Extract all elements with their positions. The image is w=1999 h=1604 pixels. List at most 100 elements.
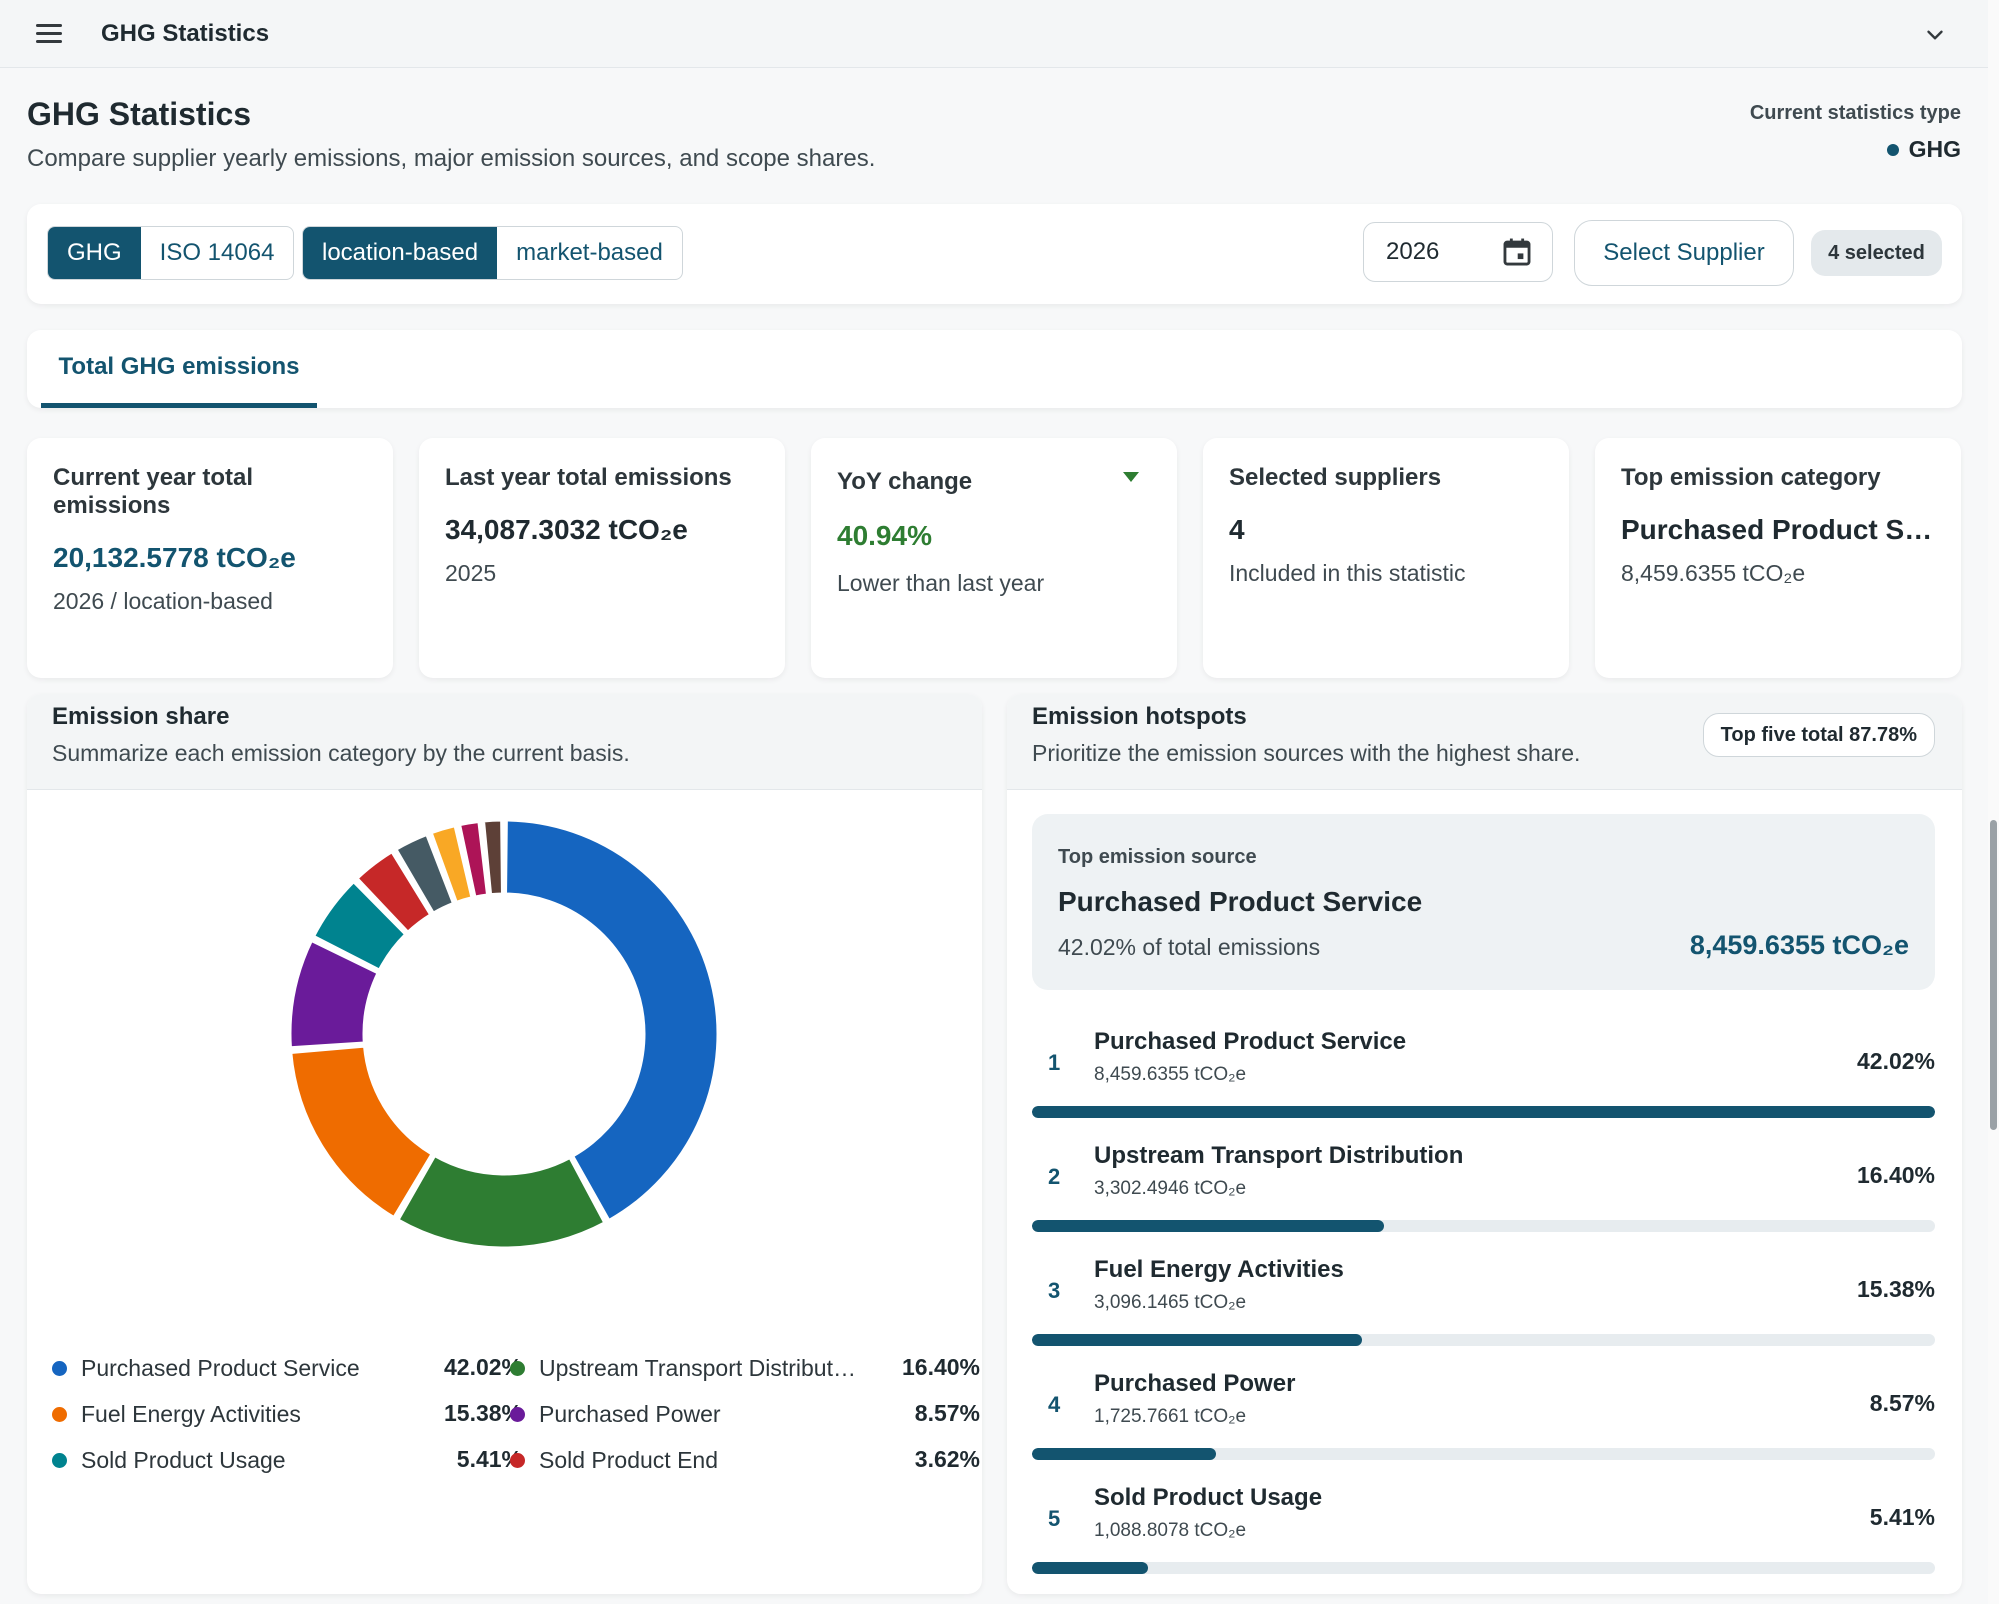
hotspot-name: Purchased Product Service bbox=[1094, 1028, 1407, 1055]
donut-chart bbox=[288, 818, 720, 1250]
page-subtitle: Compare supplier yearly emissions, major… bbox=[27, 145, 876, 172]
top-source-percent: 42.02% of total emissions bbox=[1058, 934, 1321, 960]
chevron-down-icon[interactable] bbox=[1922, 22, 1948, 48]
panel-header: Emission hotspots Prioritize the emissio… bbox=[1007, 694, 1962, 790]
legend-label: Sold Product End bbox=[539, 1446, 719, 1473]
legend-percent: 5.41% bbox=[456, 1446, 522, 1472]
legend-label: Purchased Product Service bbox=[81, 1354, 360, 1381]
hotspot-bar-fill bbox=[1032, 1106, 1935, 1118]
kpi-yoy-change: YoY change 40.94% Lower than last year bbox=[811, 438, 1177, 678]
donut-slice-1[interactable] bbox=[396, 1154, 607, 1250]
hotspot-bar-fill bbox=[1032, 1562, 1149, 1574]
status-dot-icon bbox=[1886, 143, 1899, 156]
scrollbar-thumb[interactable] bbox=[1990, 820, 1997, 1130]
legend-item: Sold Product End bbox=[510, 1440, 859, 1480]
hotspot-bar-fill bbox=[1032, 1448, 1217, 1460]
legend-percent: 15.38% bbox=[443, 1400, 522, 1426]
kpi-label: Selected suppliers bbox=[1229, 464, 1442, 491]
kpi-sub: 8,459.6355 tCO₂e bbox=[1621, 560, 1806, 586]
legend-dot-icon bbox=[510, 1360, 525, 1376]
hotspot-bar bbox=[1032, 1448, 1935, 1460]
hotspot-name: Upstream Transport Distribution bbox=[1094, 1142, 1464, 1169]
hotspot-bar-fill bbox=[1032, 1220, 1385, 1232]
legend-dot-icon bbox=[52, 1406, 67, 1422]
legend-label: Upstream Transport Distribution bbox=[539, 1354, 859, 1381]
top-bar: GHG Statistics bbox=[0, 0, 1999, 68]
kpi-selected-suppliers: Selected suppliers 4 Included in this st… bbox=[1203, 438, 1569, 678]
kpi-label: Last year total emissions bbox=[445, 464, 732, 491]
trend-down-icon bbox=[1123, 472, 1139, 482]
year-value: 2026 bbox=[1386, 238, 1440, 265]
stat-type-label: Current statistics type bbox=[1749, 102, 1961, 124]
top-five-badge: Top five total 87.78% bbox=[1702, 713, 1935, 757]
hotspot-name: Sold Product Usage bbox=[1094, 1484, 1323, 1511]
top-source-value: 8,459.6355 tCO₂e bbox=[1689, 930, 1909, 960]
calendar-icon[interactable] bbox=[1500, 235, 1534, 269]
page-title: GHG Statistics bbox=[27, 96, 252, 132]
legend-label: Fuel Energy Activities bbox=[81, 1400, 301, 1427]
kpi-sub: Included in this statistic bbox=[1229, 560, 1466, 586]
kpi-sub: 2025 bbox=[445, 560, 497, 586]
panel-header: Emission share Summarize each emission c… bbox=[27, 694, 982, 790]
legend-item: Purchased Power bbox=[510, 1394, 859, 1434]
hotspot-name: Fuel Energy Activities bbox=[1094, 1256, 1344, 1283]
top-source-label: Top emission source bbox=[1058, 846, 1257, 868]
legend-dot-icon bbox=[510, 1452, 525, 1468]
selected-count-badge: 4 selected bbox=[1811, 230, 1942, 276]
hotspot-row[interactable]: 2 Upstream Transport Distribution 3,302.… bbox=[1032, 1134, 1935, 1244]
hotspot-row[interactable]: 4 Purchased Power 1,725.7661 tCO₂e 8.57% bbox=[1032, 1362, 1935, 1472]
kpi-value: 4 bbox=[1229, 514, 1245, 545]
hotspot-row[interactable]: 3 Fuel Energy Activities 3,096.1465 tCO₂… bbox=[1032, 1248, 1935, 1358]
kpi-sub: 2026 / location-based bbox=[53, 588, 273, 614]
hotspot-rank: 5 bbox=[1048, 1506, 1061, 1531]
basis-option-market[interactable]: market-based bbox=[516, 239, 663, 266]
legend-dot-icon bbox=[52, 1360, 67, 1376]
legend-item: Upstream Transport Distribution bbox=[510, 1348, 859, 1388]
hotspot-amount: 8,459.6355 tCO₂e bbox=[1094, 1064, 1247, 1085]
legend-dot-icon bbox=[510, 1406, 525, 1422]
panel-subtitle: Prioritize the emission sources with the… bbox=[1032, 740, 1581, 766]
standard-option-iso[interactable]: ISO 14064 bbox=[159, 239, 275, 266]
hotspot-bar bbox=[1032, 1334, 1935, 1346]
donut-slice-7[interactable] bbox=[429, 824, 474, 904]
standard-option-ghg[interactable]: GHG bbox=[48, 227, 141, 279]
donut-slice-8[interactable] bbox=[458, 819, 490, 899]
kpi-value: 20,132.5778 tCO₂e bbox=[53, 542, 296, 573]
tab-total-ghg-emissions[interactable]: Total GHG emissions bbox=[41, 330, 317, 408]
hotspot-rank: 1 bbox=[1048, 1050, 1061, 1075]
donut-slice-3[interactable] bbox=[288, 939, 380, 1050]
hotspot-row[interactable]: 1 Purchased Product Service 8,459.6355 t… bbox=[1032, 1020, 1935, 1130]
panel-title: Emission share bbox=[52, 703, 230, 730]
donut-slice-5[interactable] bbox=[355, 850, 433, 934]
filter-card: GHG ISO 14064 location-based market-base… bbox=[27, 204, 1962, 304]
hotspot-percent: 42.02% bbox=[1856, 1048, 1935, 1074]
hotspot-name: Purchased Power bbox=[1094, 1370, 1296, 1397]
stat-type-text: GHG bbox=[1908, 136, 1961, 162]
kpi-current-year: Current year total emissions 20,132.5778… bbox=[27, 438, 393, 678]
hotspot-row[interactable]: 5 Sold Product Usage 1,088.8078 tCO₂e 5.… bbox=[1032, 1476, 1935, 1586]
hotspot-rank: 3 bbox=[1048, 1278, 1061, 1303]
hotspot-percent: 8.57% bbox=[1869, 1390, 1935, 1416]
hotspot-amount: 3,096.1465 tCO₂e bbox=[1094, 1292, 1247, 1313]
donut-slice-4[interactable] bbox=[312, 880, 408, 972]
kpi-sub: Lower than last year bbox=[837, 570, 1045, 596]
basis-option-location[interactable]: location-based bbox=[303, 227, 498, 279]
menu-icon[interactable] bbox=[36, 24, 62, 44]
kpi-label: YoY change bbox=[837, 468, 973, 495]
standard-toggle: GHG ISO 14064 bbox=[47, 226, 295, 280]
hotspot-amount: 1,725.7661 tCO₂e bbox=[1094, 1406, 1247, 1427]
donut-slice-6[interactable] bbox=[394, 832, 455, 915]
panel-subtitle: Summarize each emission category by the … bbox=[52, 740, 630, 766]
hotspot-percent: 5.41% bbox=[1869, 1504, 1935, 1530]
scrollbar[interactable] bbox=[1988, 0, 1999, 1604]
donut-slice-9[interactable] bbox=[482, 818, 504, 897]
year-picker[interactable]: 2026 bbox=[1363, 222, 1553, 282]
legend-label: Sold Product Usage bbox=[81, 1446, 286, 1473]
kpi-last-year: Last year total emissions 34,087.3032 tC… bbox=[419, 438, 785, 678]
select-supplier-button[interactable]: Select Supplier bbox=[1574, 220, 1794, 286]
donut-slice-2[interactable] bbox=[289, 1044, 434, 1220]
donut-slice-0[interactable] bbox=[504, 818, 720, 1223]
emission-share-panel: Emission share Summarize each emission c… bbox=[27, 694, 982, 1594]
hotspot-percent: 15.38% bbox=[1856, 1276, 1935, 1302]
legend-item: Sold Product Usage bbox=[52, 1440, 411, 1480]
